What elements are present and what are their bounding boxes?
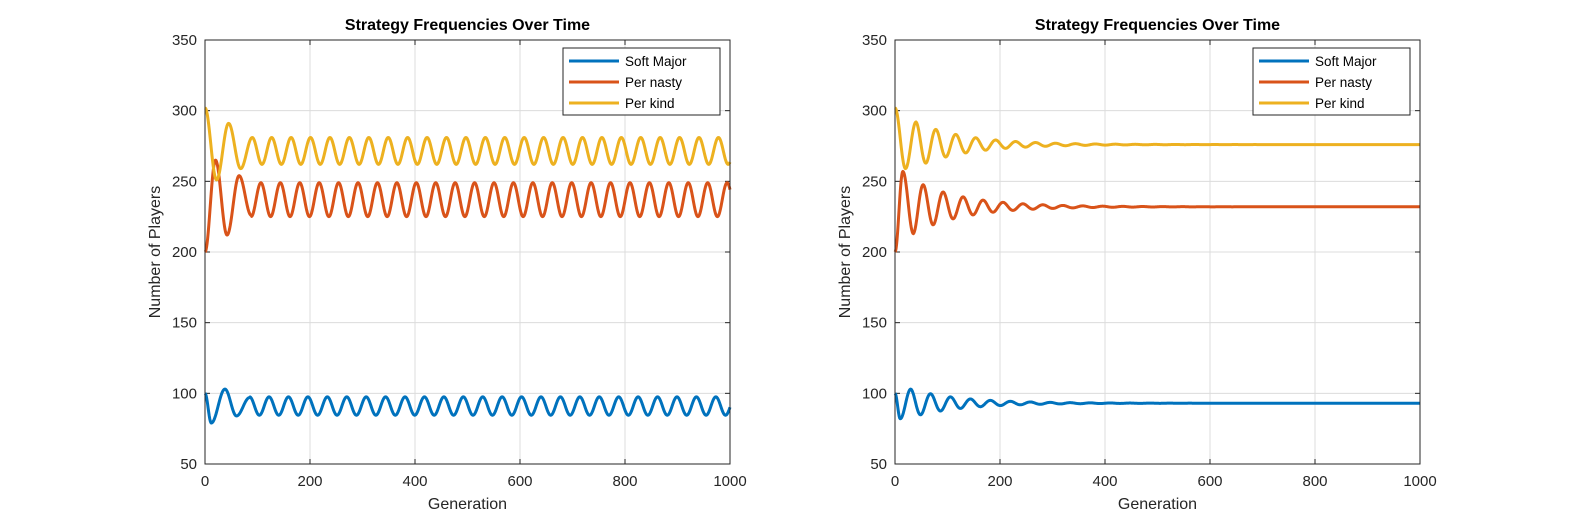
x-tick-label: 0	[891, 473, 899, 490]
y-tick-label: 100	[862, 385, 887, 402]
y-tick-label: 100	[172, 385, 197, 402]
legend: Soft Major Per nasty Per kind	[1252, 47, 1411, 116]
axes-box	[894, 39, 1421, 465]
legend-entry: Per nasty	[1315, 75, 1372, 90]
chart-title: Strategy Frequencies Over Time	[345, 17, 590, 34]
x-tick-label: 600	[1197, 473, 1222, 490]
x-tick-label: 1000	[1403, 473, 1436, 490]
y-tick-label: 150	[172, 315, 197, 332]
series-line-soft-major	[203, 387, 732, 425]
y-tick-label: 150	[862, 315, 887, 332]
x-tick-label: 200	[987, 473, 1012, 490]
chart-panel-2: 0 200 400 600 800 1000 50 100 150 200 250 300 350 Str…	[837, 17, 1437, 513]
y-tick-label: 250	[172, 173, 197, 190]
y-tick-label: 250	[862, 173, 887, 190]
x-tick-label: 1000	[713, 473, 746, 490]
series-line-per-kind	[204, 106, 732, 182]
x-tick-label: 200	[297, 473, 322, 490]
chart-panel-1: 0 200 400 600 800 1000 50 100 150 200 250 300 350 Str…	[147, 17, 747, 513]
chart-title: Strategy Frequencies Over Time	[1035, 17, 1280, 34]
x-tick-label: 400	[1092, 473, 1117, 490]
y-tick-label: 350	[172, 32, 197, 49]
legend-entry: Soft Major	[1315, 54, 1377, 69]
y-tick-label: 200	[862, 244, 887, 261]
y-tick-label: 50	[180, 456, 197, 473]
x-axis-label: Generation	[1118, 496, 1197, 513]
series-line-per-nasty	[893, 169, 1421, 253]
x-tick-label: 800	[612, 473, 637, 490]
legend-entry: Per kind	[1315, 96, 1365, 111]
x-tick-label: 800	[1302, 473, 1327, 490]
series-line-soft-major	[893, 387, 1421, 421]
y-tick-label: 50	[870, 456, 887, 473]
y-tick-label: 300	[172, 103, 197, 120]
legend-entry: Soft Major	[625, 54, 687, 69]
y-tick-label: 300	[862, 103, 887, 120]
legend-entry: Per nasty	[625, 75, 682, 90]
x-tick-label: 0	[201, 473, 209, 490]
axes-box	[204, 39, 731, 465]
legend-entry: Per kind	[625, 96, 675, 111]
x-axis-label: Generation	[428, 496, 507, 513]
x-tick-label: 400	[402, 473, 427, 490]
y-tick-label: 200	[172, 244, 197, 261]
y-axis-label: Number of Players	[147, 186, 164, 319]
x-tick-label: 600	[507, 473, 532, 490]
y-tick-label: 350	[862, 32, 887, 49]
series-line-per-nasty	[203, 158, 732, 254]
y-axis-label: Number of Players	[837, 186, 854, 319]
series-line-per-kind	[894, 106, 1421, 171]
legend: Soft Major Per nasty Per kind	[562, 47, 721, 116]
